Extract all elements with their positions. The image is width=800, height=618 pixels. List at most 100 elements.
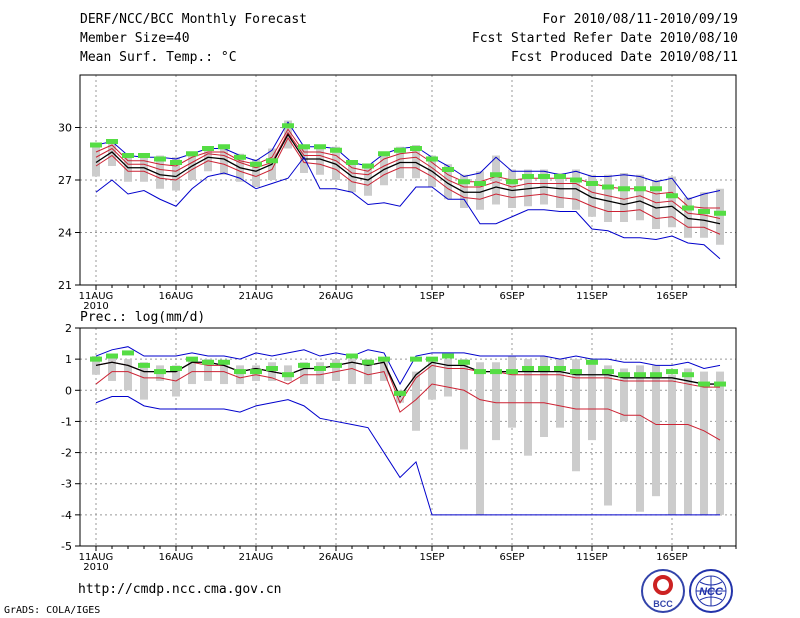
ncc-logo: NCC <box>689 569 733 613</box>
temp-spread-box <box>412 145 420 179</box>
prec-green-mark <box>298 362 310 368</box>
temp-spread-box <box>620 173 628 222</box>
temp-green-mark <box>138 153 150 158</box>
temp-spread-box <box>140 155 148 182</box>
temp-green-mark <box>650 186 662 192</box>
temp-green-mark <box>154 156 166 162</box>
prec-green-mark <box>602 369 614 375</box>
prec-spread-box <box>652 365 660 497</box>
temp-lower-line <box>95 156 721 260</box>
temp-spread-box <box>508 169 516 208</box>
temp-spread-box <box>476 171 484 210</box>
temp-green-mark <box>458 179 470 185</box>
prec-green-mark <box>698 381 710 387</box>
bcc-logo: BCC <box>641 569 685 613</box>
prec-spread-box <box>524 359 532 456</box>
prec-green-mark <box>394 390 406 396</box>
temp-spread-box <box>684 197 692 238</box>
prec-green-mark <box>266 365 278 371</box>
prec-green-mark <box>122 350 134 356</box>
prec-green-mark <box>490 369 502 375</box>
start-date: Fcst Started Refer Date 2010/08/10 <box>471 31 738 46</box>
temp-spread-box <box>380 152 388 186</box>
temp-green-mark <box>106 139 118 144</box>
prec-spread-box <box>572 359 580 472</box>
prec-ytick-label: -3 <box>61 478 72 491</box>
temp-spread-box <box>172 157 180 191</box>
temp-spread-box <box>252 159 260 187</box>
temp-spread-box <box>220 146 228 175</box>
prec-xtick-label: 6SEP <box>499 552 524 563</box>
prec-ytick-label: -2 <box>61 447 72 460</box>
prec-upper-line <box>95 346 721 386</box>
temp-green-mark <box>570 177 582 183</box>
prec-spread-box <box>716 371 724 515</box>
temp-green-mark <box>426 156 438 162</box>
temp-spread-box <box>444 164 452 200</box>
prec-frame <box>79 327 737 547</box>
temp-spread-box <box>716 188 724 245</box>
svg-text:BCC: BCC <box>653 599 673 609</box>
prec-green-mark <box>474 369 486 375</box>
temp-xtick-label: 16SEP <box>656 291 687 302</box>
prec-green-mark <box>666 369 678 375</box>
temp-green-mark <box>474 181 486 186</box>
prec-lower-line <box>95 396 720 516</box>
temp-spread-box <box>588 174 596 217</box>
member-size-label: Member Size=40 <box>80 31 190 46</box>
prec-green-mark <box>650 372 662 378</box>
prec-ytick-label: -4 <box>61 509 72 522</box>
prec-spread-box <box>636 365 644 512</box>
temp-green-mark <box>506 179 518 185</box>
prec-green-mark <box>618 372 630 378</box>
temp-green-mark <box>378 151 390 157</box>
prec-spread-box <box>684 368 692 515</box>
prec-spread-box <box>476 362 484 515</box>
prec-spread-box <box>348 359 356 385</box>
temp-green-mark <box>170 160 182 165</box>
prec-spread-box <box>124 359 132 391</box>
temp-green-mark <box>298 144 310 150</box>
prec-green-mark <box>218 359 230 365</box>
variable-label: Mean Surf. Temp.: °C <box>80 50 237 65</box>
temp-green-mark <box>330 147 342 153</box>
prec-green-mark <box>634 372 646 378</box>
temp-upper-line <box>95 121 721 200</box>
prec-green-mark <box>346 353 358 359</box>
temp-green-mark <box>282 123 294 129</box>
prec-spread-box <box>428 359 436 400</box>
temp-green-mark <box>394 147 406 153</box>
temp-green-mark <box>186 151 198 157</box>
prec-ytick-label: 1 <box>65 353 72 366</box>
prec-green-mark <box>682 372 694 378</box>
prec-green-mark <box>154 369 166 375</box>
temp-spread-box <box>204 146 212 172</box>
prec-green-mark <box>234 369 246 375</box>
prec-green-mark <box>362 359 374 365</box>
prec-spread-box <box>444 359 452 397</box>
temp-green-mark <box>538 174 550 179</box>
prec-xtick-label: 16SEP <box>656 552 687 563</box>
prec-spread-box <box>236 365 244 385</box>
temp-ytick-label: 21 <box>58 279 72 292</box>
temp-ytick-label: 24 <box>58 227 72 240</box>
temp-xtick-label: 11SEP <box>576 291 607 302</box>
prec-spread-box <box>588 362 596 441</box>
temp-xtick-label: 21AUG <box>239 291 274 302</box>
prec-spread-box <box>204 359 212 381</box>
temp-spread-box <box>668 176 676 228</box>
prec-green-mark <box>586 359 598 365</box>
temp-green-mark <box>618 186 630 192</box>
temp-spread-box <box>92 143 100 177</box>
prec-year-label: 2010 <box>83 562 108 573</box>
prec-spread-box <box>460 359 468 450</box>
prec-ytick-label: 2 <box>65 322 72 335</box>
temp-xtick-label: 1SEP <box>419 291 444 302</box>
temp-green-mark <box>90 142 102 148</box>
prec-spread-box <box>412 371 420 431</box>
prec-green-mark <box>522 365 534 371</box>
prec-ytick-label: 0 <box>65 384 72 397</box>
prec-spread-box <box>620 368 628 422</box>
prec-p10-line <box>95 367 721 441</box>
svg-text:NCC: NCC <box>699 586 724 598</box>
